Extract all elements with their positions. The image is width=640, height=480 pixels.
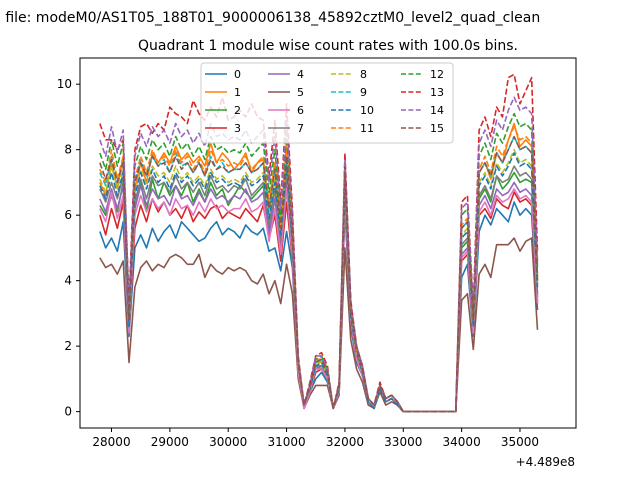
x-tick-label: 30000: [209, 435, 247, 449]
legend-label-14: 14: [430, 104, 444, 117]
series-line-10: [99, 152, 539, 413]
legend-label-2: 2: [234, 104, 241, 117]
series-layer: [99, 73, 539, 413]
legend-label-10: 10: [360, 104, 374, 117]
figure-suptitle: n file: modeM0/AS1T05_188T01_9000006138_…: [0, 10, 540, 26]
x-tick-label: 33000: [384, 435, 422, 449]
legend-label-13: 13: [430, 86, 444, 99]
series-line-13: [99, 73, 539, 413]
series-line-6: [99, 188, 539, 413]
y-tick-label: 4: [64, 274, 72, 288]
x-axis: 28000 29000 30000 31000 32000 33000 34000 35000: [92, 428, 539, 449]
x-tick-label: 29000: [151, 435, 189, 449]
legend-label-9: 9: [360, 86, 367, 99]
y-axis: 0 2 4 6 8 10: [57, 77, 80, 419]
series-line-5: [99, 237, 539, 413]
x-tick-label: 28000: [92, 435, 130, 449]
series-line-9: [99, 135, 539, 413]
x-axis-offset-label: +4.489e8: [516, 455, 575, 469]
series-line-11: [99, 125, 539, 413]
y-tick-label: 6: [64, 208, 72, 222]
legend-label-1: 1: [234, 86, 241, 99]
axes-frame: [79, 57, 577, 429]
legend-label-0: 0: [234, 68, 241, 81]
legend-label-15: 15: [430, 122, 444, 135]
y-tick-label: 0: [64, 405, 72, 419]
y-tick-label: 10: [57, 77, 72, 91]
series-line-4: [99, 181, 539, 413]
series-line-7: [99, 165, 539, 413]
series-line-14: [99, 96, 539, 413]
axes-title: Quadrant 1 module wise count rates with …: [138, 38, 518, 54]
series-line-0: [99, 201, 539, 413]
legend-label-8: 8: [360, 68, 367, 81]
legend-frame: [200, 62, 454, 144]
plot-area: 28000 29000 30000 31000 32000 33000 34000 35000…: [57, 57, 577, 449]
legend-label-7: 7: [297, 122, 304, 135]
legend-label-12: 12: [430, 68, 444, 81]
series-line-15: [99, 135, 539, 413]
series-line-8: [99, 148, 539, 413]
legend-label-11: 11: [360, 122, 374, 135]
legend-label-4: 4: [297, 68, 304, 81]
x-tick-label: 35000: [501, 435, 539, 449]
series-line-12: [99, 112, 539, 413]
series-line-3: [99, 191, 539, 413]
legend-label-6: 6: [297, 104, 304, 117]
legend-label-5: 5: [297, 86, 304, 99]
x-tick-label: 32000: [326, 435, 364, 449]
y-tick-label: 2: [64, 339, 72, 353]
x-tick-label: 31000: [267, 435, 305, 449]
x-tick-label: 34000: [443, 435, 481, 449]
y-tick-label: 8: [64, 143, 72, 157]
legend-label-3: 3: [234, 122, 241, 135]
